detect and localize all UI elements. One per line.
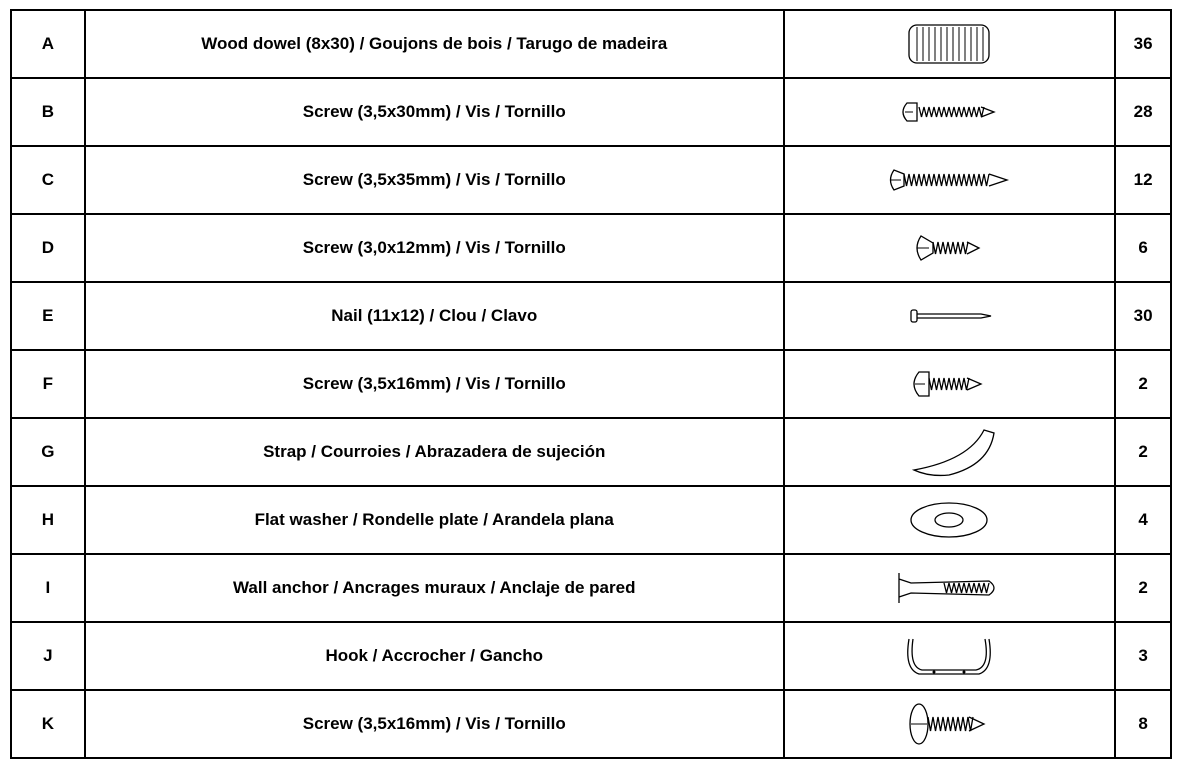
part-row: A Wood dowel (8x30) / Goujons de bois / T… [10,9,1172,79]
part-icon [909,703,986,745]
part-icon [902,102,997,122]
part-row: F Screw (3,5x16mm) / Vis / Tornillo 2 [10,349,1172,419]
part-row: E Nail (11x12) / Clou / Clavo 30 [10,281,1172,351]
part-row: H Flat washer / Rondelle plate / Arandela… [10,485,1172,555]
part-image-cell [782,417,1117,487]
part-image-cell [782,553,1117,623]
part-row: G Strap / Courroies / Abrazadera de sujec… [10,417,1172,487]
part-description: Flat washer / Rondelle plate / Arandela … [83,485,785,555]
part-description: Hook / Accrocher / Gancho [83,621,785,691]
parts-table: A Wood dowel (8x30) / Goujons de bois / T… [10,9,1172,759]
part-image-cell [782,485,1117,555]
part-quantity: 4 [1114,485,1172,555]
part-image-cell [782,689,1117,759]
part-quantity: 28 [1114,77,1172,147]
part-quantity: 12 [1114,145,1172,215]
part-letter: B [10,77,86,147]
part-row: K Screw (3,5x16mm) / Vis / Tornillo 8 [10,689,1172,759]
part-image-cell [782,349,1117,419]
part-icon [910,309,992,323]
part-quantity: 8 [1114,689,1172,759]
part-icon [908,24,991,64]
part-icon [907,638,992,675]
part-letter: H [10,485,86,555]
part-description: Wall anchor / Ancrages muraux / Anclaje … [83,553,785,623]
part-quantity: 3 [1114,621,1172,691]
part-letter: C [10,145,86,215]
part-icon [890,169,1010,191]
part-row: J Hook / Accrocher / Gancho 3 [10,621,1172,691]
part-letter: E [10,281,86,351]
table-body: A Wood dowel (8x30) / Goujons de bois / T… [10,9,1172,759]
part-letter: A [10,9,86,79]
part-quantity: 2 [1114,349,1172,419]
part-row: B Screw (3,5x30mm) / Vis / Tornillo 28 [10,77,1172,147]
part-row: D Screw (3,0x12mm) / Vis / Tornillo 6 [10,213,1172,283]
part-quantity: 2 [1114,553,1172,623]
part-letter: F [10,349,86,419]
part-image-cell [782,281,1117,351]
part-icon [916,235,981,261]
part-description: Strap / Courroies / Abrazadera de sujeci… [83,417,785,487]
part-row: C Screw (3,5x35mm) / Vis / Tornillo 12 [10,145,1172,215]
part-quantity: 6 [1114,213,1172,283]
part-description: Nail (11x12) / Clou / Clavo [83,281,785,351]
part-icon [913,371,984,397]
part-image-cell [782,77,1117,147]
part-description: Screw (3,0x12mm) / Vis / Tornillo [83,213,785,283]
part-letter: I [10,553,86,623]
part-description: Wood dowel (8x30) / Goujons de bois / Ta… [83,9,785,79]
part-description: Screw (3,5x16mm) / Vis / Tornillo [83,689,785,759]
part-letter: D [10,213,86,283]
part-image-cell [782,621,1117,691]
part-image-cell [782,213,1117,283]
part-quantity: 36 [1114,9,1172,79]
part-description: Screw (3,5x30mm) / Vis / Tornillo [83,77,785,147]
part-letter: J [10,621,86,691]
part-letter: K [10,689,86,759]
part-letter: G [10,417,86,487]
part-icon [898,573,996,603]
part-row: I Wall anchor / Ancrages muraux / Anclaje… [10,553,1172,623]
part-icon [910,502,989,538]
part-image-cell [782,145,1117,215]
part-image-cell [782,9,1117,79]
part-icon [912,429,996,477]
part-quantity: 30 [1114,281,1172,351]
part-quantity: 2 [1114,417,1172,487]
part-description: Screw (3,5x16mm) / Vis / Tornillo [83,349,785,419]
part-description: Screw (3,5x35mm) / Vis / Tornillo [83,145,785,215]
